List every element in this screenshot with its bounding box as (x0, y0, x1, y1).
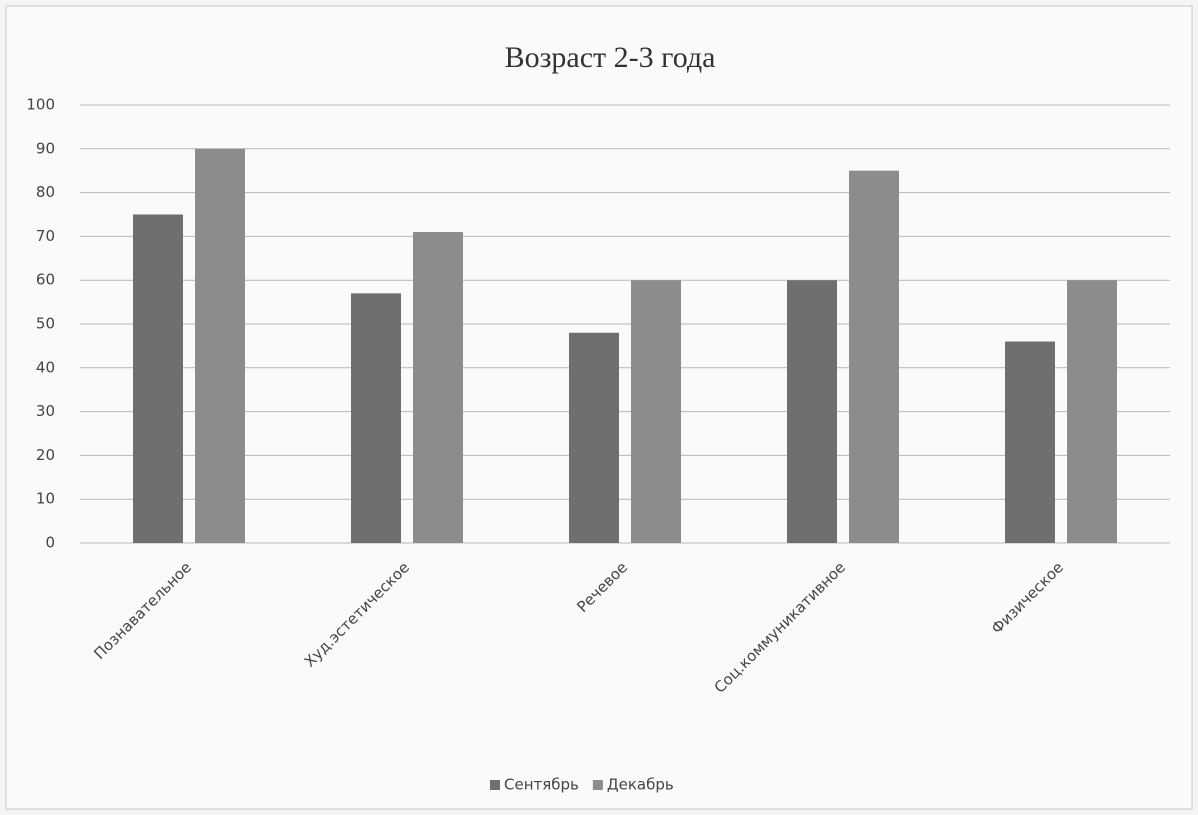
y-tick-label: 0 (45, 534, 55, 552)
bar (195, 148, 245, 544)
bar (569, 332, 619, 543)
legend-swatch (592, 780, 603, 790)
chart-title: Возраст 2-3 года (505, 41, 716, 74)
legend-swatch (490, 780, 500, 790)
y-tick-label: 10 (36, 490, 55, 508)
bar (413, 232, 463, 543)
y-tick-label: 40 (36, 358, 55, 376)
bar (849, 170, 899, 543)
bar (1067, 280, 1117, 543)
y-tick-label: 20 (36, 446, 55, 464)
y-tick-label: 30 (36, 402, 55, 420)
y-tick-label: 60 (36, 271, 55, 289)
y-tick-label: 50 (36, 315, 55, 333)
y-tick-label: 100 (26, 96, 55, 114)
bar (631, 280, 681, 543)
bar (787, 280, 837, 543)
legend-label: Декабрь (607, 776, 674, 794)
y-tick-label: 90 (36, 139, 55, 157)
y-tick-label: 70 (36, 227, 55, 245)
legend-label: Сентябрь (504, 776, 579, 794)
bar (351, 293, 401, 543)
bar (1005, 341, 1055, 543)
bar (133, 214, 183, 543)
y-tick-label: 80 (36, 183, 55, 201)
